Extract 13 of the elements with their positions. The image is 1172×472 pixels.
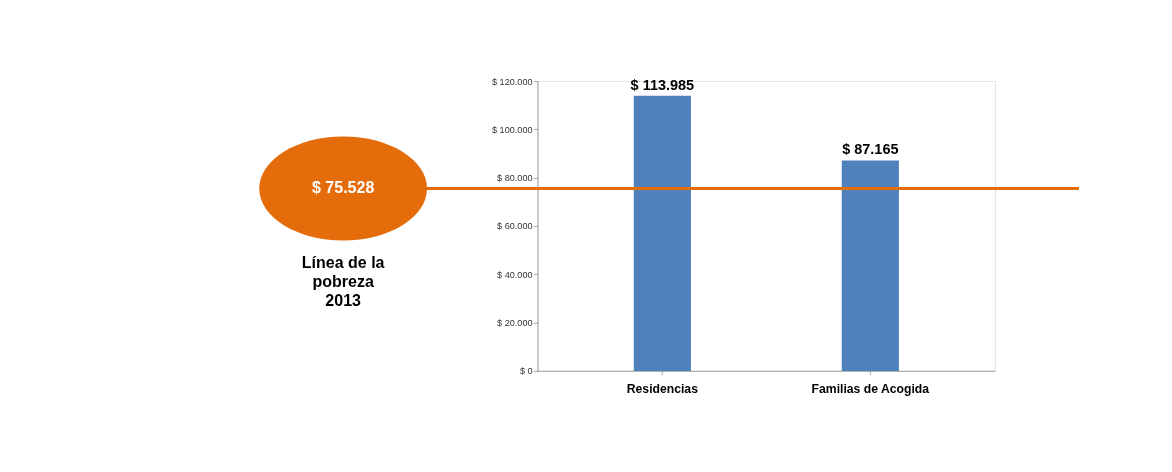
y-tick-label: $ 0 xyxy=(519,366,533,377)
x-tick-label: Familias de Acogida xyxy=(811,381,930,396)
x-tick-label: Residencias xyxy=(626,381,699,396)
data-label: $ 87.165 xyxy=(842,141,899,158)
y-tick-label: $ 120.000 xyxy=(491,76,533,87)
text: Línea de la pobreza 2013 xyxy=(301,253,385,310)
data-label: $ 113.985 xyxy=(630,76,695,93)
y-tick-label: $ 40.000 xyxy=(497,269,533,280)
y-tick-label: $ 100.000 xyxy=(491,124,533,135)
y-tick-label: $ 60.000 xyxy=(497,221,533,232)
ref-line-label: $ 75.528 xyxy=(312,179,375,197)
y-tick-label: $ 80.000 xyxy=(497,173,533,184)
y-tick-label: $ 20.000 xyxy=(497,318,533,329)
